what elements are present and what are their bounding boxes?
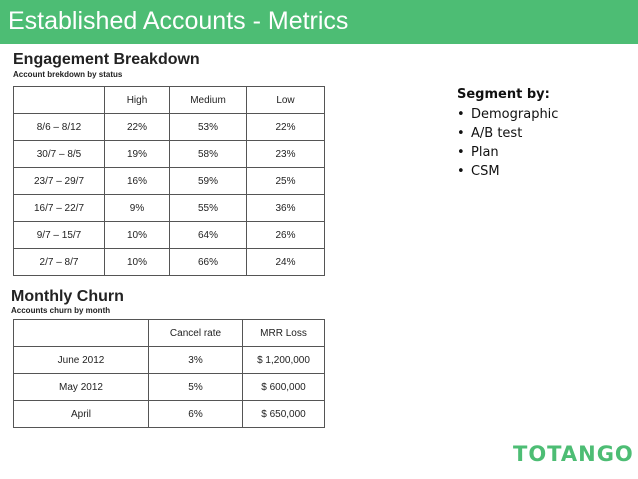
segment-item-label: CSM xyxy=(471,164,500,179)
segment-title: Segment by: xyxy=(457,87,550,102)
header-cell-mrr-loss: MRR Loss xyxy=(242,319,325,347)
page-title: Established Accounts - Metrics xyxy=(8,7,349,35)
segment-item-label: Demographic xyxy=(471,107,559,122)
segment-panel: Segment by: • Demographic • A/B test • Plan… xyxy=(457,87,558,181)
segment-item-label: Plan xyxy=(471,145,499,160)
bullet-icon: • xyxy=(457,145,465,160)
table-row: 23/7 – 29/7 16% 59% 25% xyxy=(13,167,325,195)
mrr-loss-cell: $ 600,000 xyxy=(242,373,325,401)
medium-cell: 64% xyxy=(169,221,247,249)
date-range-cell: 2/7 – 8/7 xyxy=(13,248,105,276)
low-cell: 23% xyxy=(246,140,325,168)
segment-item-label: A/B test xyxy=(471,126,523,141)
date-range-cell: 8/6 – 8/12 xyxy=(13,113,105,141)
header-banner: Established Accounts - Metrics xyxy=(0,0,638,44)
engagement-title: Engagement Breakdown xyxy=(13,51,200,68)
medium-cell: 66% xyxy=(169,248,247,276)
cancel-rate-cell: 5% xyxy=(148,373,243,401)
engagement-subtitle: Account brekdown by status xyxy=(13,70,123,79)
low-cell: 22% xyxy=(246,113,325,141)
list-item: • Demographic xyxy=(457,105,558,124)
table-row: 16/7 – 22/7 9% 55% 36% xyxy=(13,194,325,222)
list-item: • A/B test xyxy=(457,124,558,143)
mrr-loss-cell: $ 650,000 xyxy=(242,400,325,428)
engagement-table: High Medium Low 8/6 – 8/12 22% 53% 22% 3… xyxy=(13,86,325,276)
header-cell-medium: Medium xyxy=(169,86,247,114)
table-row: June 2012 3% $ 1,200,000 xyxy=(13,346,325,374)
table-row: 30/7 – 8/5 19% 58% 23% xyxy=(13,140,325,168)
low-cell: 25% xyxy=(246,167,325,195)
table-header-row: Cancel rate MRR Loss xyxy=(13,319,325,347)
date-range-cell: 16/7 – 22/7 xyxy=(13,194,105,222)
totango-logo: TOTANGO xyxy=(513,442,634,466)
bullet-icon: • xyxy=(457,164,465,179)
list-item: • CSM xyxy=(457,162,558,181)
high-cell: 19% xyxy=(104,140,170,168)
list-item: • Plan xyxy=(457,143,558,162)
medium-cell: 55% xyxy=(169,194,247,222)
high-cell: 10% xyxy=(104,221,170,249)
cancel-rate-cell: 3% xyxy=(148,346,243,374)
high-cell: 10% xyxy=(104,248,170,276)
medium-cell: 53% xyxy=(169,113,247,141)
table-row: 8/6 – 8/12 22% 53% 22% xyxy=(13,113,325,141)
table-row: 9/7 – 15/7 10% 64% 26% xyxy=(13,221,325,249)
high-cell: 22% xyxy=(104,113,170,141)
table-header-row: High Medium Low xyxy=(13,86,325,114)
high-cell: 9% xyxy=(104,194,170,222)
month-cell: June 2012 xyxy=(13,346,149,374)
date-range-cell: 30/7 – 8/5 xyxy=(13,140,105,168)
header-cell-empty xyxy=(13,319,149,347)
header-cell-empty xyxy=(13,86,105,114)
month-cell: May 2012 xyxy=(13,373,149,401)
header-cell-cancel-rate: Cancel rate xyxy=(148,319,243,347)
churn-subtitle: Accounts churn by month xyxy=(11,306,111,315)
churn-title: Monthly Churn xyxy=(11,288,124,305)
table-row: May 2012 5% $ 600,000 xyxy=(13,373,325,401)
churn-table: Cancel rate MRR Loss June 2012 3% $ 1,20… xyxy=(13,319,325,428)
high-cell: 16% xyxy=(104,167,170,195)
cancel-rate-cell: 6% xyxy=(148,400,243,428)
medium-cell: 59% xyxy=(169,167,247,195)
low-cell: 36% xyxy=(246,194,325,222)
low-cell: 26% xyxy=(246,221,325,249)
month-cell: April xyxy=(13,400,149,428)
date-range-cell: 23/7 – 29/7 xyxy=(13,167,105,195)
low-cell: 24% xyxy=(246,248,325,276)
segment-list: • Demographic • A/B test • Plan • CSM xyxy=(457,105,558,181)
bullet-icon: • xyxy=(457,107,465,122)
date-range-cell: 9/7 – 15/7 xyxy=(13,221,105,249)
mrr-loss-cell: $ 1,200,000 xyxy=(242,346,325,374)
header-cell-low: Low xyxy=(246,86,325,114)
bullet-icon: • xyxy=(457,126,465,141)
medium-cell: 58% xyxy=(169,140,247,168)
table-row: April 6% $ 650,000 xyxy=(13,400,325,428)
header-cell-high: High xyxy=(104,86,170,114)
table-row: 2/7 – 8/7 10% 66% 24% xyxy=(13,248,325,276)
